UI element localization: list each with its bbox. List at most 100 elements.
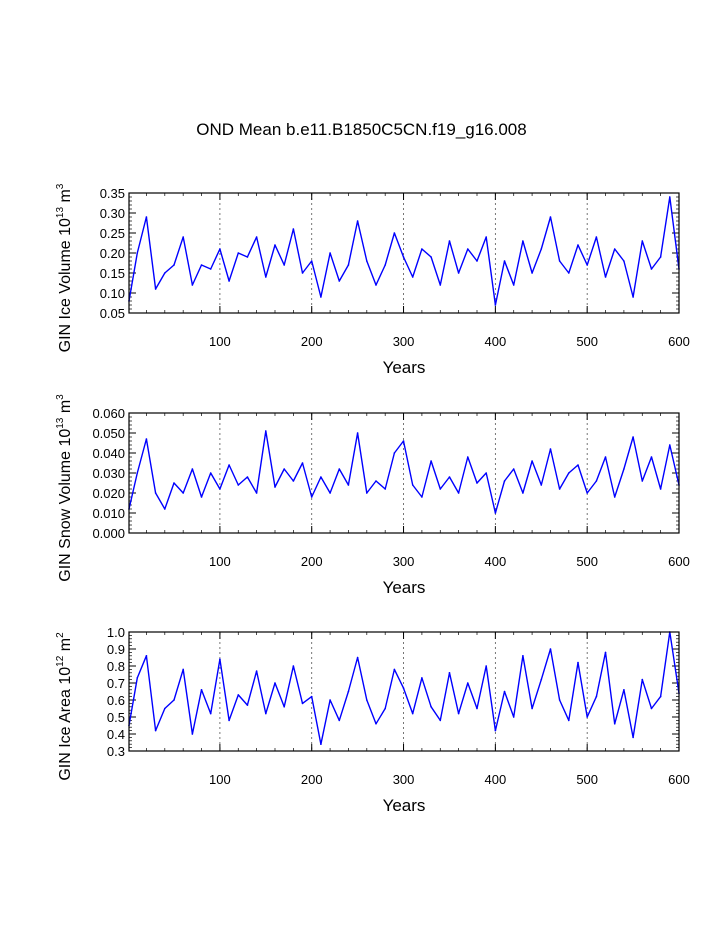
data-point: [246, 704, 249, 706]
y-tick-label: 0.3: [107, 744, 125, 759]
y-tick-label: 0.020: [92, 486, 125, 501]
data-point: [154, 492, 157, 494]
data-point: [136, 677, 139, 679]
data-point: [154, 288, 157, 290]
data-point: [659, 488, 662, 490]
data-point: [439, 284, 442, 286]
y-tick-label: 0.000: [92, 526, 125, 541]
y-axis-label: GIN Ice Area 1012 m2: [55, 632, 74, 781]
data-point: [384, 707, 386, 710]
data-point: [292, 665, 295, 667]
data-point: [512, 468, 515, 470]
data-point: [485, 236, 487, 238]
y-tick-label: 0.4: [107, 727, 125, 742]
data-point: [283, 264, 285, 266]
x-tick-label: 100: [209, 554, 231, 569]
data-point: [457, 492, 460, 494]
data-point: [283, 468, 285, 470]
snow-volume-panel: 0.000 0.010 0.020 0.030 0.040 0.050 0.060 100 20…: [55, 394, 690, 597]
x-tick-label: 300: [393, 554, 415, 569]
data-point: [421, 496, 423, 498]
data-point: [448, 240, 451, 242]
data-point: [540, 678, 543, 681]
figure-title: OND Mean b.e11.B1850C5CN.f19_g16.008: [196, 120, 527, 139]
data-point: [136, 252, 139, 254]
data-point: [430, 706, 432, 708]
data-point: [659, 695, 662, 698]
data-point: [246, 256, 249, 258]
data-point: [641, 240, 644, 242]
data-point: [568, 719, 570, 722]
data-point: [549, 648, 552, 650]
x-axis-label: Years: [383, 358, 426, 377]
data-point: [375, 480, 377, 482]
plot-frame: [128, 631, 680, 752]
data-point: [209, 712, 212, 715]
data-point: [430, 256, 432, 258]
data-point: [531, 460, 533, 462]
y-tick-label: 0.25: [100, 226, 125, 241]
y-tick-label: 0.10: [100, 286, 125, 301]
data-point: [540, 484, 543, 486]
data-point: [320, 476, 322, 478]
data-point: [265, 430, 267, 432]
data-point: [274, 486, 276, 488]
data-point: [182, 236, 184, 238]
data-point: [182, 668, 184, 671]
series-line: [128, 430, 680, 514]
y-tick-label: 1.0: [107, 625, 125, 640]
data-point: [402, 256, 405, 258]
data-point: [531, 272, 533, 274]
x-tick-label: 600: [668, 334, 690, 349]
data-point: [366, 699, 368, 701]
data-point: [209, 268, 212, 270]
x-tick-label: 500: [576, 334, 598, 349]
y-tick-label: 0.30: [100, 206, 125, 221]
data-point: [265, 712, 267, 715]
data-point: [384, 264, 386, 266]
data-point: [476, 482, 478, 484]
data-point: [255, 670, 258, 672]
data-point: [577, 661, 579, 664]
data-point: [164, 272, 166, 274]
x-tick-label: 100: [209, 334, 231, 349]
data-point: [494, 512, 497, 514]
data-point: [604, 651, 607, 654]
data-point: [209, 472, 212, 474]
y-tick-label: 0.20: [100, 246, 125, 261]
data-point: [411, 712, 414, 715]
data-point: [503, 480, 506, 482]
plot-frame: [128, 192, 680, 314]
data-point: [448, 672, 451, 674]
y-tick-label: 0.15: [100, 266, 125, 281]
data-point: [255, 492, 258, 494]
data-point: [457, 712, 460, 715]
data-point: [522, 492, 524, 494]
data-point: [191, 733, 194, 735]
data-point: [375, 723, 377, 725]
data-point: [522, 655, 524, 657]
data-point: [384, 488, 386, 490]
x-tick-label: 600: [668, 772, 690, 787]
series-line: [128, 196, 680, 306]
data-point: [237, 694, 240, 696]
data-point: [393, 232, 396, 234]
data-point: [586, 716, 588, 718]
data-point: [393, 452, 396, 454]
data-point: [604, 276, 607, 278]
data-point: [613, 723, 616, 725]
x-tick-label: 500: [576, 554, 598, 569]
data-point: [467, 456, 469, 458]
data-point: [237, 252, 240, 254]
x-tick-label: 400: [485, 554, 507, 569]
data-point: [485, 665, 487, 667]
data-point: [173, 699, 175, 701]
y-tick-label: 0.9: [107, 642, 125, 657]
data-point: [329, 492, 331, 494]
ice-area-panel: 0.3 0.4 0.5 0.6 0.7 0.8 0.9 1.0 100 200 300 400 500 6…: [55, 625, 690, 815]
data-point: [154, 729, 157, 732]
data-point: [173, 264, 175, 266]
data-point: [558, 488, 561, 490]
data-point: [265, 276, 267, 278]
